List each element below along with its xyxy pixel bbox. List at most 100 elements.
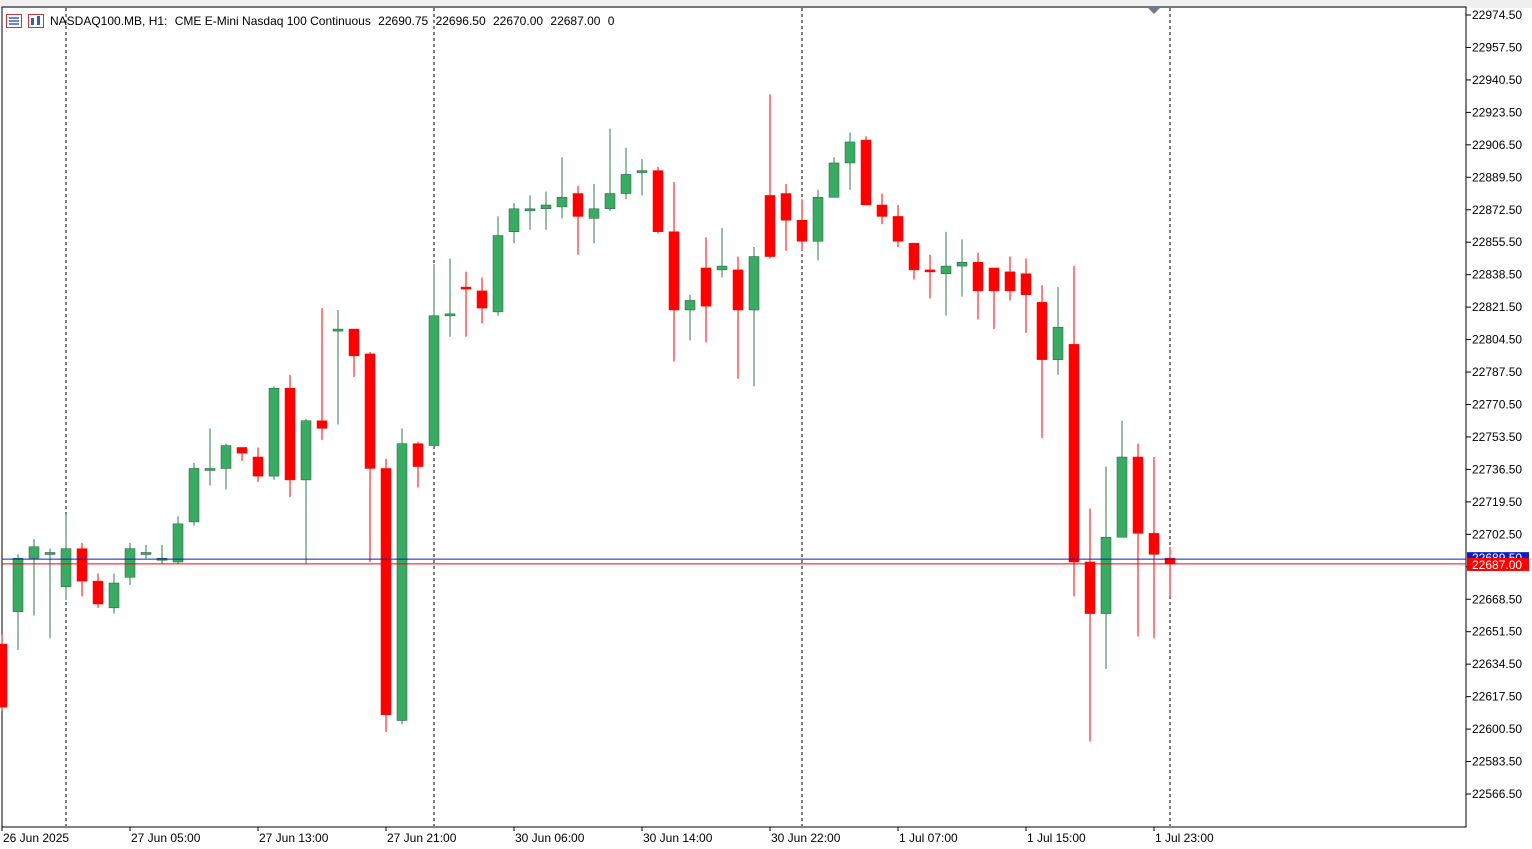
y-tick-label: 22668.50 xyxy=(1472,592,1522,606)
price-axis[interactable]: 22974.50 22957.50 22940.50 22923.50 22906.50… xyxy=(1466,8,1522,801)
x-tick-label: 27 Jun 21:00 xyxy=(387,831,457,845)
y-tick-label: 22855.50 xyxy=(1472,235,1522,249)
candle xyxy=(204,428,216,486)
candle-body xyxy=(812,197,824,242)
x-tick-label: 26 Jun 2025 xyxy=(3,831,69,845)
candle-body xyxy=(140,552,152,555)
y-tick-label: 22600.50 xyxy=(1472,722,1522,736)
candle-body xyxy=(428,315,440,446)
candle xyxy=(668,182,680,362)
candle-body xyxy=(1068,344,1080,563)
y-tick-label: 22838.50 xyxy=(1472,268,1522,282)
candle-body xyxy=(620,174,632,194)
candle xyxy=(940,231,952,316)
plot-frame xyxy=(1,6,1467,828)
candle-body xyxy=(508,208,520,232)
candle xyxy=(172,516,184,564)
candle-body xyxy=(956,262,968,267)
candle xyxy=(716,227,728,278)
candle-body xyxy=(780,193,792,221)
candle-body xyxy=(1100,536,1112,614)
candle xyxy=(220,443,232,490)
candle xyxy=(572,185,584,255)
ohlc-open: 22690.75 xyxy=(378,14,429,28)
candle-body xyxy=(476,290,488,309)
y-tick-label: 22753.50 xyxy=(1472,430,1522,444)
candle xyxy=(604,128,616,211)
candle xyxy=(1116,420,1128,538)
candle xyxy=(780,183,792,251)
candle xyxy=(796,199,808,251)
candle xyxy=(140,544,152,559)
candle xyxy=(156,544,168,564)
candle xyxy=(684,294,696,341)
x-tick-label: 30 Jun 22:00 xyxy=(771,831,841,845)
candle-body xyxy=(764,195,776,257)
candle xyxy=(92,573,104,608)
candle-body xyxy=(1004,271,1016,292)
y-tick-label: 22923.50 xyxy=(1472,105,1522,119)
chart-shift-marker[interactable] xyxy=(1148,8,1160,14)
candle xyxy=(412,441,424,488)
candle-body xyxy=(572,193,584,217)
candle-body xyxy=(204,468,216,471)
chart-info-line: NASDAQ100.MB, H1: CME E-Mini Nasdaq 100 … xyxy=(6,13,618,29)
candle-body xyxy=(124,548,136,578)
candles xyxy=(0,94,1176,742)
candle-body xyxy=(444,313,456,317)
candle xyxy=(1036,285,1048,438)
candle-body xyxy=(172,523,184,563)
candle-body xyxy=(28,546,40,559)
candle xyxy=(748,246,760,387)
candle xyxy=(492,216,504,316)
y-tick-label: 22719.50 xyxy=(1472,495,1522,509)
candle-body xyxy=(604,193,616,210)
candle xyxy=(892,204,904,247)
candle-body xyxy=(988,267,1000,292)
ohlc-high: 22696.50 xyxy=(435,14,486,28)
candle xyxy=(652,166,664,234)
window-top-strip xyxy=(0,0,1532,8)
candle-body xyxy=(252,456,264,477)
candle xyxy=(236,447,248,461)
x-tick-label: 27 Jun 13:00 xyxy=(259,831,329,845)
list-icon[interactable] xyxy=(6,14,22,28)
time-axis[interactable]: 26 Jun 2025 27 Jun 05:00 27 Jun 13:00 27 Ju… xyxy=(1,827,1214,845)
candle-body xyxy=(44,552,56,555)
candle xyxy=(476,277,488,324)
candle-body xyxy=(108,582,120,609)
x-tick-label: 1 Jul 15:00 xyxy=(1027,831,1086,845)
candle xyxy=(764,94,776,259)
candle-body xyxy=(908,242,920,271)
candle xyxy=(1052,287,1064,375)
candle-body xyxy=(316,420,328,429)
candle xyxy=(44,548,56,639)
candle-body xyxy=(1052,326,1064,360)
symbol-description: CME E-Mini Nasdaq 100 Continuous xyxy=(174,14,371,28)
candle-body xyxy=(380,468,392,716)
volume: 0 xyxy=(607,14,615,28)
candle xyxy=(1100,466,1112,669)
candle xyxy=(1132,443,1144,637)
candle-body xyxy=(588,208,600,219)
y-tick-label: 22634.50 xyxy=(1472,657,1522,671)
y-tick-label: 22787.50 xyxy=(1472,365,1522,379)
candle-body xyxy=(860,139,872,206)
y-tick-label: 22957.50 xyxy=(1472,40,1522,54)
candle xyxy=(460,271,472,337)
candle xyxy=(0,634,8,711)
chart-icon[interactable] xyxy=(28,14,44,28)
candle-body xyxy=(652,170,664,232)
y-tick-label: 22821.50 xyxy=(1472,300,1522,314)
last-price-badge xyxy=(1467,557,1529,571)
candle-body xyxy=(700,267,712,307)
candle-body xyxy=(636,170,648,173)
candle xyxy=(620,147,632,200)
candle-body xyxy=(1036,302,1048,360)
candle xyxy=(316,308,328,440)
last-price-label: 22687.00 xyxy=(1472,558,1522,572)
candle xyxy=(28,539,40,616)
candle xyxy=(76,542,88,597)
candle xyxy=(1004,256,1016,301)
